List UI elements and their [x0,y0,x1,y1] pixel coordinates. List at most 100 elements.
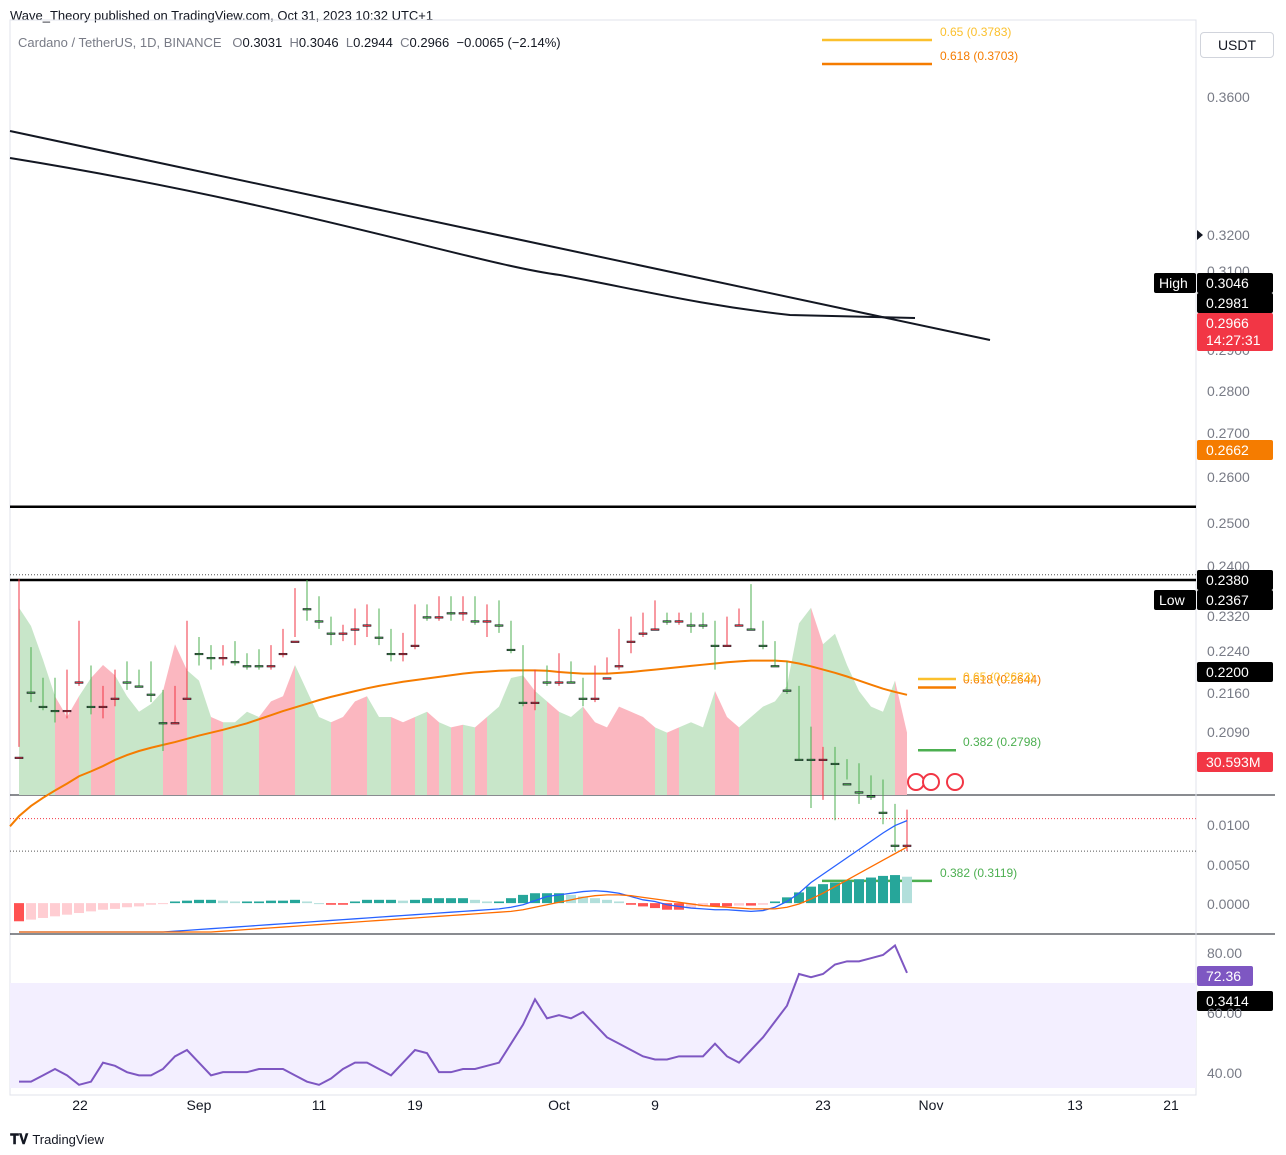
candle-up [494,624,504,627]
candle-up [470,620,480,623]
volume-segment [283,665,295,795]
candle-up [830,762,840,766]
macd-histogram-bar [554,893,564,904]
macd-histogram-bar [290,899,300,904]
currency-button[interactable]: USDT [1200,32,1274,58]
volume-segment [511,675,523,795]
price-label-low: 0.2367 [1206,592,1249,608]
high-value: 0.3046 [298,35,339,50]
open-label: O [232,35,243,50]
candle-up [146,693,156,696]
volume-segment [595,722,607,795]
price-label-box [1197,313,1273,351]
macd-histogram-bar [734,903,744,906]
candle-down [458,612,468,615]
macd-histogram-bar [326,903,336,905]
macd-histogram-bar [146,903,156,905]
macd-histogram-bar [122,903,132,908]
macd-histogram-bar [386,899,396,904]
candle-up [242,665,252,668]
volume-label-box [1197,752,1273,772]
volume-segment [523,675,535,795]
candle-down [614,665,624,668]
candle-down [734,624,744,627]
candle-down [902,844,912,847]
macd-tick-label: 0.0000 [1207,896,1250,912]
macd-histogram-bar [890,875,900,904]
us-flag-icon[interactable] [922,773,940,791]
volume-segment [847,665,859,795]
candle-up [314,620,324,623]
price-label-box [1197,590,1273,610]
macd-histogram-bar [842,880,852,904]
volume-segment [223,722,235,795]
price-tick-label: 0.2700 [1207,425,1250,441]
macd-histogram-bar [374,899,384,904]
price-label-level: 0.2380 [1206,572,1249,588]
volume-segment [379,717,391,795]
candle-up [26,691,36,694]
candle-down [410,644,420,647]
candle-down [482,620,492,623]
candle-up [758,644,768,647]
time-tick-label: 11 [312,1097,327,1113]
volume-segment [391,717,403,795]
candle-down [638,632,648,635]
macd-histogram-bar [62,903,72,915]
candle-up [386,652,396,656]
candle-down [398,652,408,656]
candle-down [674,620,684,623]
close-value: 0.2966 [409,35,450,50]
volume-segment [127,696,139,795]
price-scale-marker-icon[interactable] [1197,230,1203,240]
macd-histogram-bar [566,894,576,904]
macd-histogram-bar [446,898,456,904]
macd-histogram-bar [542,893,552,904]
volume-segment [43,659,55,795]
macd-tick-label: 0.0100 [1207,817,1250,833]
candle-down [362,624,372,627]
macd-histogram-bar [854,879,864,904]
fib-label: 0.65 (0.2623) [963,670,1034,684]
candle-up [794,758,804,761]
close-label: C [400,35,410,50]
candle-down [218,657,228,660]
volume-segment [367,696,379,795]
event-flag-icon[interactable] [907,773,925,791]
candle-down [350,628,360,631]
candle-up [710,644,720,647]
volume-segment [247,711,259,795]
us-flag-icon[interactable] [946,773,964,791]
volume-segment [703,691,715,795]
volume-segment [115,675,127,795]
volume-segment [271,696,283,795]
volume-segment [883,680,895,795]
candle-up [854,791,864,794]
macd-histogram-bar [158,903,168,905]
volume-segment [175,644,187,795]
volume-segment [211,717,223,795]
change-value: −0.0065 (−2.14%) [456,35,561,50]
symbol-name[interactable]: Cardano / TetherUS, 1D, BINANCE [18,35,222,50]
volume-segment [163,644,175,795]
volume-segment [151,691,163,795]
time-tick-label: Sep [187,1097,212,1113]
candle-up [542,681,552,684]
footer-brand: 𝐓𝐕 TradingView [10,1131,104,1148]
macd-histogram-bar [266,900,276,904]
candle-up [770,665,780,668]
macd-histogram-bar [314,903,324,905]
macd-histogram-bar [506,898,516,904]
macd-histogram-bar [578,896,588,904]
price-label-box [1197,293,1273,313]
candle-down [14,756,24,759]
open-value: 0.3031 [242,35,283,50]
volume-segment [835,633,847,795]
candle-up [326,632,336,635]
candle-down [722,644,732,647]
volume-segment [871,706,883,795]
volume-segment [55,696,67,795]
price-label-ref: 0.2981 [1206,295,1249,311]
candle-down [290,640,300,643]
